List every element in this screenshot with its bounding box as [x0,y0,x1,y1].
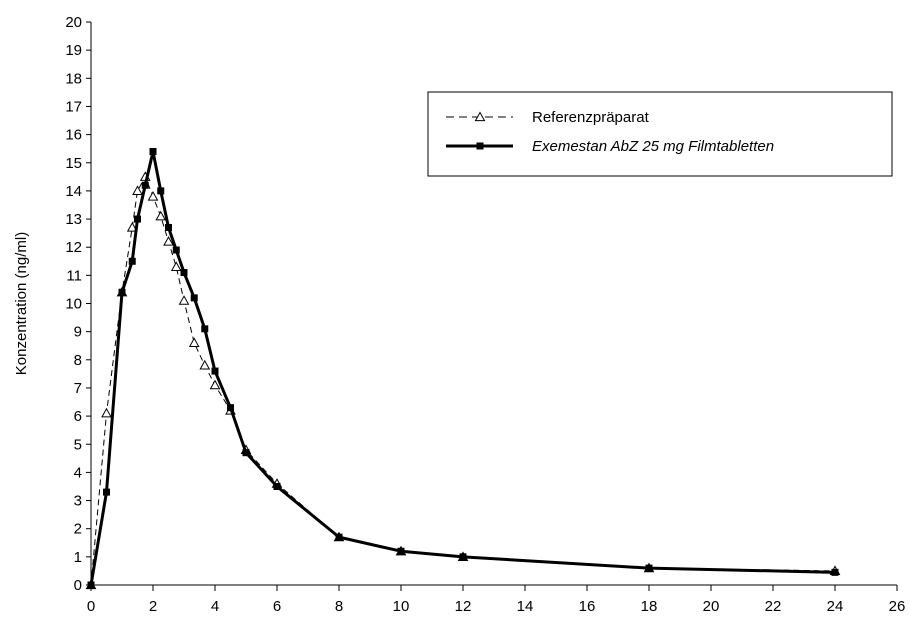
y-tick-label: 6 [74,408,82,425]
series-line-exemestan [89,149,836,586]
y-tick-label: 2 [74,521,82,538]
x-tick-label: 26 [889,598,906,615]
data-point-exemestan [273,482,281,490]
data-point-exemestan [103,488,110,496]
x-tick-label: 4 [211,598,219,615]
data-point-referenz [147,191,159,201]
x-tick-label: 20 [703,598,720,615]
legend-box [427,91,893,177]
data-point-referenz [188,337,200,348]
y-tick-label: 5 [74,436,82,453]
data-point-exemestan [180,269,188,277]
y-tick-label: 11 [66,267,82,284]
data-point-referenz [199,359,211,370]
x-tick-label: 8 [335,598,343,615]
data-point-exemestan [190,294,198,302]
legend-marker-triangle [474,111,486,122]
x-tick-label: 16 [579,598,596,615]
x-tick-label: 24 [827,598,844,615]
legend-marker-exemestan [476,142,484,150]
data-point-referenz [155,210,167,221]
x-tick-label: 2 [149,598,157,615]
x-tick-label: 14 [517,598,534,615]
y-tick-label: 7 [74,380,82,397]
y-tick-label: 4 [74,464,82,481]
data-point-exemestan [459,553,467,561]
y-tick-label: 15 [65,155,82,172]
y-axis-title: Konzentration (ng/ml) [13,232,30,375]
x-tick-label: 10 [393,598,410,615]
data-point-exemestan [831,568,839,576]
data-point-exemestan [201,325,209,333]
legend-marker-square [476,142,484,150]
data-point-referenz [126,221,138,232]
data-point-referenz [209,379,221,390]
x-tick-label: 6 [273,598,281,615]
x-tick-label: 12 [455,598,472,615]
data-point-exemestan [118,288,126,296]
x-tick-label: 18 [641,598,658,615]
data-point-referenz [178,295,190,305]
legend-label-referenz: Referenzpräparat [532,109,650,126]
data-point-referenz [163,236,174,246]
data-point-exemestan [128,257,136,265]
data-point-exemestan [242,449,250,457]
y-tick-label: 0 [74,577,82,594]
series-layer [85,147,841,590]
x-tick-label: 0 [87,598,95,615]
y-tick-label: 3 [74,493,82,510]
y-tick-label: 10 [65,296,82,313]
data-point-referenz [170,261,182,272]
legend-label-exemestan: Exemestan AbZ 25 mg Filmtabletten [532,138,774,155]
y-tick-label: 17 [65,98,82,115]
y-tick-label: 16 [65,127,82,144]
y-tick-label: 18 [65,70,82,87]
data-point-exemestan [211,367,219,375]
legend: Referenzpräparat Exemestan AbZ 25 mg Fil… [427,91,893,177]
data-point-referenz [132,185,143,195]
data-point-exemestan [172,246,180,254]
y-tick-label: 9 [74,324,82,341]
x-tick-label: 22 [765,598,782,615]
legend-marker-referenz [474,111,486,122]
series-0 [85,171,841,590]
data-point-exemestan [134,215,141,223]
data-point-exemestan [149,147,157,155]
data-point-referenz [101,407,112,418]
y-tick-label: 8 [74,352,82,369]
x-ticks-group: 0 2 4 6 8 10 12 14 16 18 20 22 24 26 [87,585,906,615]
series-line-referenz [90,176,836,586]
y-tick-label: 20 [65,14,82,31]
y-tick-label: 19 [65,42,82,59]
series-1 [87,147,839,589]
data-point-exemestan [157,187,165,195]
data-point-exemestan [397,547,405,555]
data-point-exemestan [335,533,343,541]
data-point-exemestan [141,181,149,189]
data-point-exemestan [227,404,234,412]
y-tick-label: 1 [74,549,82,566]
data-point-exemestan [87,581,95,589]
data-point-exemestan [645,564,653,572]
y-tick-label: 12 [65,239,82,256]
y-tick-label: 14 [65,183,82,200]
data-point-exemestan [165,223,172,231]
y-tick-label: 13 [65,211,82,228]
